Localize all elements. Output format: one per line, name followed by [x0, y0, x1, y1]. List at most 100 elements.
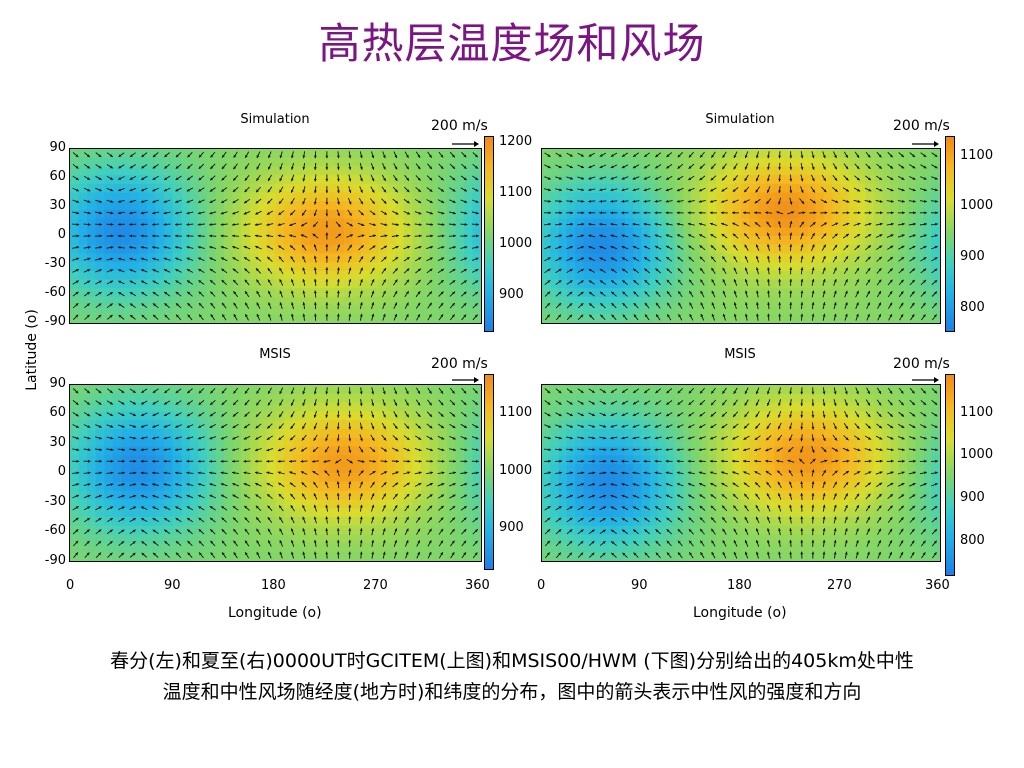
heatmap-cell	[716, 227, 726, 237]
wind-arrow	[403, 447, 411, 452]
heatmap-cell	[724, 420, 734, 430]
heatmap-cell	[898, 183, 908, 194]
heatmap-cell	[207, 183, 217, 194]
heatmap-cell	[472, 481, 481, 492]
heatmap-cell	[923, 236, 933, 246]
heatmap-cell	[765, 175, 775, 185]
heatmap-cell	[782, 227, 792, 237]
heatmap-cell	[78, 490, 88, 500]
wind-arrow	[233, 151, 238, 159]
wind-arrow	[358, 446, 364, 453]
wind-arrow	[426, 175, 433, 181]
heatmap-cell	[558, 288, 568, 298]
heatmap-cell	[566, 209, 576, 220]
heatmap-cell	[799, 288, 808, 298]
heatmap-cell	[112, 183, 122, 194]
heatmap-cell	[326, 314, 337, 323]
wind-arrow	[931, 291, 938, 297]
heatmap-cell	[600, 296, 609, 307]
heatmap-cell	[931, 305, 940, 315]
wind-arrow	[437, 257, 445, 262]
heatmap-cell	[691, 279, 701, 289]
wind-arrow	[382, 399, 386, 407]
heatmap-cell	[931, 262, 940, 272]
heatmap-cell	[542, 288, 551, 298]
wind-arrow	[369, 256, 376, 263]
heatmap-cell	[765, 305, 775, 315]
heatmap-cell	[923, 279, 933, 289]
heatmap-cell	[369, 525, 379, 536]
wind-arrow	[232, 483, 239, 487]
heatmap-cell	[716, 253, 726, 263]
heatmap-cell	[624, 244, 634, 254]
heatmap-cell	[591, 508, 601, 518]
wind-arrow	[336, 528, 340, 536]
heatmap-cell	[608, 552, 618, 561]
heatmap-cell	[95, 236, 105, 246]
heatmap-cell	[326, 279, 337, 289]
wind-arrow	[877, 313, 882, 321]
heatmap-cell	[832, 305, 842, 315]
wind-arrow	[404, 279, 410, 286]
heatmap-cell	[906, 157, 916, 167]
heatmap-cell	[906, 279, 916, 289]
heatmap-cell	[292, 446, 302, 456]
wind-arrow	[877, 302, 882, 309]
heatmap-cell	[181, 270, 191, 281]
heatmap-cell	[600, 192, 609, 202]
heatmap-cell	[799, 209, 808, 220]
wind-arrow	[302, 313, 306, 321]
heatmap-cell	[558, 227, 568, 237]
heatmap-cell	[232, 314, 242, 323]
heatmap-cell	[147, 209, 157, 220]
heatmap-cell	[224, 253, 234, 263]
wind-arrow	[163, 211, 171, 215]
wind-arrow	[380, 447, 388, 452]
heatmap-cell	[741, 279, 750, 289]
heatmap-cell	[463, 420, 474, 430]
heatmap-cell	[558, 279, 568, 289]
heatmap-cell	[318, 314, 328, 323]
heatmap-cell	[292, 481, 302, 492]
wind-arrow	[164, 163, 171, 169]
heatmap-cell	[189, 314, 200, 323]
heatmap-cell	[583, 201, 593, 211]
heatmap-cell	[241, 296, 251, 307]
heatmap-cell	[807, 253, 817, 263]
heatmap-cell	[649, 227, 659, 237]
wind-arrow	[152, 199, 160, 203]
wind-arrow	[909, 176, 916, 180]
heatmap-cell	[352, 270, 362, 281]
heatmap-cell	[823, 314, 833, 323]
heatmap-cell	[542, 279, 551, 289]
wind-arrow	[301, 493, 307, 500]
heatmap-cell	[164, 288, 174, 298]
heatmap-cell	[666, 525, 676, 536]
heatmap-cell	[378, 270, 388, 281]
heatmap-cell	[369, 192, 379, 202]
heatmap-cell	[666, 411, 676, 421]
wind-arrow	[301, 422, 307, 430]
heatmap-cell	[266, 288, 277, 298]
wind-arrow	[255, 482, 262, 487]
wind-arrow	[254, 448, 262, 452]
wind-arrow	[778, 232, 781, 240]
heatmap-cell	[386, 262, 396, 272]
wind-arrow	[610, 234, 618, 238]
heatmap-cell	[181, 402, 191, 412]
wind-arrow	[800, 162, 804, 170]
heatmap-cell	[241, 262, 251, 272]
heatmap-cell	[600, 508, 609, 518]
heatmap-cell	[429, 543, 439, 553]
heatmap-cell	[207, 481, 217, 492]
wind-arrow	[699, 163, 706, 170]
heatmap-cell	[224, 166, 234, 176]
wind-arrow	[279, 279, 284, 286]
heatmap-cell	[181, 262, 191, 272]
heatmap-cell	[682, 543, 692, 553]
wind-arrow	[106, 471, 114, 475]
heatmap-cell	[421, 288, 431, 298]
wind-arrow	[811, 267, 815, 275]
wind-arrow	[244, 163, 250, 170]
heatmap-cell	[224, 157, 234, 167]
